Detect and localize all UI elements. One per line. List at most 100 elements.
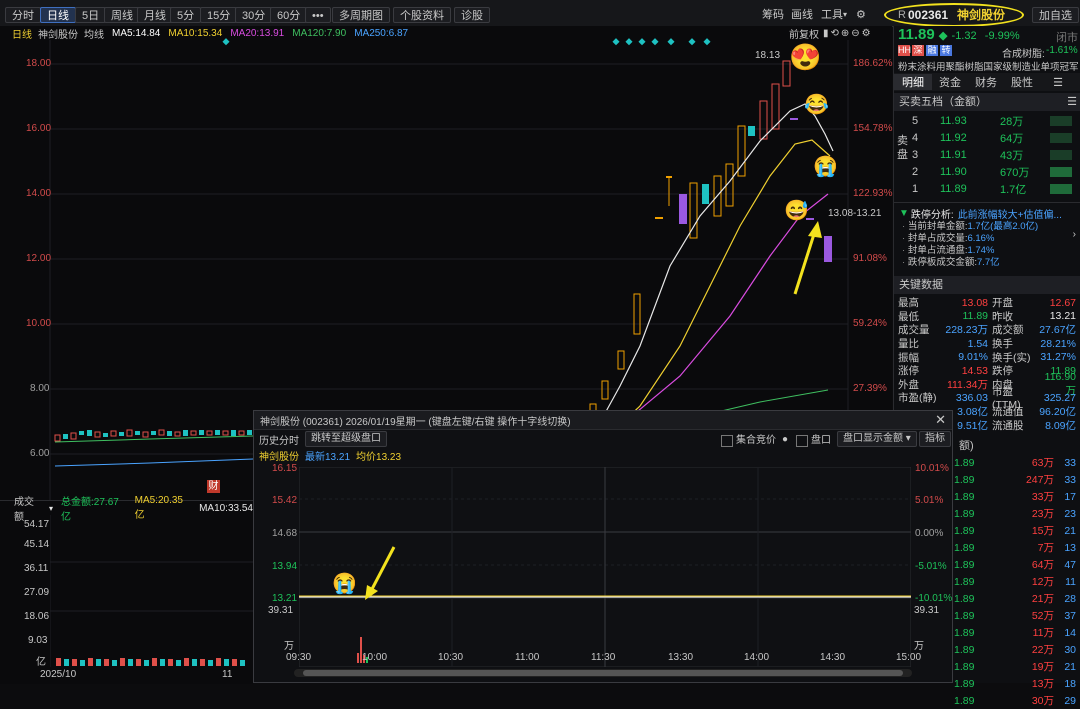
tab-5day[interactable]: 5日 [75,7,107,23]
time-tick: 13:30 [668,652,694,663]
tick-price: 1.89 [954,643,975,656]
ask-amount: 28万 [1000,115,1024,128]
limit-tag[interactable]: 此前涨幅较大+估值偏... [957,209,1062,221]
limit-row: · 跌停板成交金额:7.7亿 [902,257,1000,268]
crying-emoji: 😭 [813,156,838,178]
ask-bar [1050,132,1072,143]
tick-price: 1.89 [954,660,975,673]
ask-bar [1050,183,1072,194]
key-data-table: 最高 13.08 开盘 12.67 最低 11.89 昨收 13.21 成交量 228.23万 成交… [898,296,1078,432]
key-data-title: 关键数据 [899,279,943,291]
jump-button[interactable]: 跳转至超级盘口 [305,431,387,447]
synth-label[interactable]: 合成树脂: [1002,49,1045,60]
chart-controls[interactable]: ▮⟲⊕⊖⚙ [823,27,873,39]
tag-hh[interactable]: HH [898,45,911,56]
tag-rong[interactable]: 融 [926,45,938,56]
limit-extra: (最高2.0亿) [990,221,1039,232]
draw-line-button[interactable]: 画线 [791,9,813,21]
tab-30min[interactable]: 30分 [235,7,273,23]
key-label: 最低 [898,310,919,323]
concept-text[interactable]: 粉末涂料用聚酯树脂国家级制造业单项冠军 [898,62,1079,73]
chevron-down-icon[interactable]: ▾ [49,503,54,513]
key-value: 11.89 [1050,364,1077,377]
tab-daily[interactable]: 日线 [40,7,76,23]
key-data-row: 最低 11.89 昨收 13.21 [898,310,1078,324]
chevron-right-icon[interactable]: › [1072,229,1076,240]
order-book-header: 买卖五档（金额） ☰ [894,93,1080,111]
key-data-row: 3.08亿 流通值 96.20亿 [898,405,1078,419]
ask-level: 4 [912,131,919,144]
stock-name: 神剑股份 [957,8,1006,22]
vol-tick: 18.06 [24,611,50,622]
chips-button[interactable]: 筹码 [762,9,784,21]
key-data-row: 市盈(静) 336.03 市盈(TTM) 325.27 [898,386,1078,411]
pankou-select[interactable]: 盘口显示金额 ▾ [837,431,917,447]
volume-ma10: MA10:33.54 [199,502,253,514]
auction-checkbox[interactable]: 集合竞价 [721,431,776,447]
popup-pct-tick: 5.01% [915,495,944,506]
add-watchlist-button[interactable]: 加自选 [1032,7,1079,23]
tick-row: 1.89 13万 18 [954,675,1079,692]
diagnose-button[interactable]: 诊股 [454,7,490,23]
key-value: 228.23万 [945,324,988,337]
ask-row[interactable]: 3 11.91 43万 [912,146,1076,163]
tab-finance[interactable]: 财务 [975,77,997,89]
ask-row[interactable]: 1 11.89 1.7亿 [912,180,1076,197]
ask-bar [1050,166,1072,177]
key-data-row: 最高 13.08 开盘 12.67 [898,296,1078,310]
tick-price: 1.89 [954,677,975,690]
volume-total: 总金额:27.67亿 [61,497,119,523]
list-icon[interactable]: ☰ [1053,76,1063,89]
key-value: 116.90万 [1044,370,1076,397]
tab-60min[interactable]: 60分 [270,7,308,23]
tick-amount: 15万 [1031,525,1054,537]
scrollbar-thumb[interactable] [303,670,903,676]
close-icon[interactable]: ✕ [935,412,946,427]
tab-intraday[interactable]: 分时 [5,7,41,23]
limit-row: · 当前封单金额:1.7亿(最高2.0亿) [902,221,1039,232]
adj-label[interactable]: 前复权 [789,29,819,41]
tab-stock-character[interactable]: 股性 [1011,77,1033,89]
popup-pct-tick: 0.00% [915,528,944,539]
limit-key: 封单占成交量: [907,233,968,244]
volume-title: 成交额 [14,497,34,523]
tab-detail[interactable]: 明细 [894,74,932,90]
tab-funds[interactable]: 资金 [939,77,961,89]
ask-row[interactable]: 4 11.92 64万 [912,129,1076,146]
pankou-checkbox[interactable]: 盘口 [796,431,831,447]
stock-profile-button[interactable]: 个股资料 [393,7,451,23]
popup-scrollbar[interactable] [294,669,912,677]
finance-badge[interactable]: 财 [207,480,220,493]
limit-value: 1.74% [967,245,995,256]
tick-price: 1.89 [954,473,975,486]
intraday-popup[interactable]: 神剑股份 (002361) 2026/01/19星期一 (键盘左键/右键 操作十… [253,410,953,683]
multi-period-button[interactable]: 多周期图 [332,7,390,23]
key-value: 13.08 [961,296,988,309]
tick-row: 1.89 247万 33 [954,471,1079,488]
tab-5min[interactable]: 5分 [170,7,202,23]
more-button[interactable]: ••• [305,7,331,23]
menu-icon[interactable]: ☰ [1067,96,1077,108]
y-tick: 10.00 [26,318,52,329]
time-tick: 10:00 [362,652,388,663]
ask-row[interactable]: 2 11.90 670万 [912,163,1076,180]
tag-shen[interactable]: 深 [912,45,924,56]
key-value: 12.67 [1049,296,1076,309]
ask-level: 2 [912,165,919,178]
ask-list: 5 11.93 28万 4 11.92 64万 3 11.91 43万 2 11.90 670万 1 11… [912,112,1076,197]
tab-15min[interactable]: 15分 [200,7,238,23]
tick-count: 17 [1064,490,1076,503]
gear-icon[interactable]: ⚙ [856,9,866,21]
volume-panel[interactable]: 成交额 ▾ 总金额:27.67亿 MA5:20.35亿 MA10:33.54 5… [0,495,253,684]
info-icon[interactable]: ● [782,433,789,445]
indicator-button[interactable]: 指标 [919,431,951,447]
vol-tick: 45.14 [24,539,50,550]
tab-monthly[interactable]: 月线 [137,7,173,23]
ask-row[interactable]: 5 11.93 28万 [912,112,1076,129]
tools-button[interactable]: 工具 [821,9,843,21]
key-data-header: 关键数据 [894,276,1080,294]
tab-weekly[interactable]: 周线 [104,7,140,23]
tag-zhuan[interactable]: 转 [940,45,952,56]
tick-price: 1.89 [954,592,975,605]
ask-price: 11.89 [940,182,967,195]
